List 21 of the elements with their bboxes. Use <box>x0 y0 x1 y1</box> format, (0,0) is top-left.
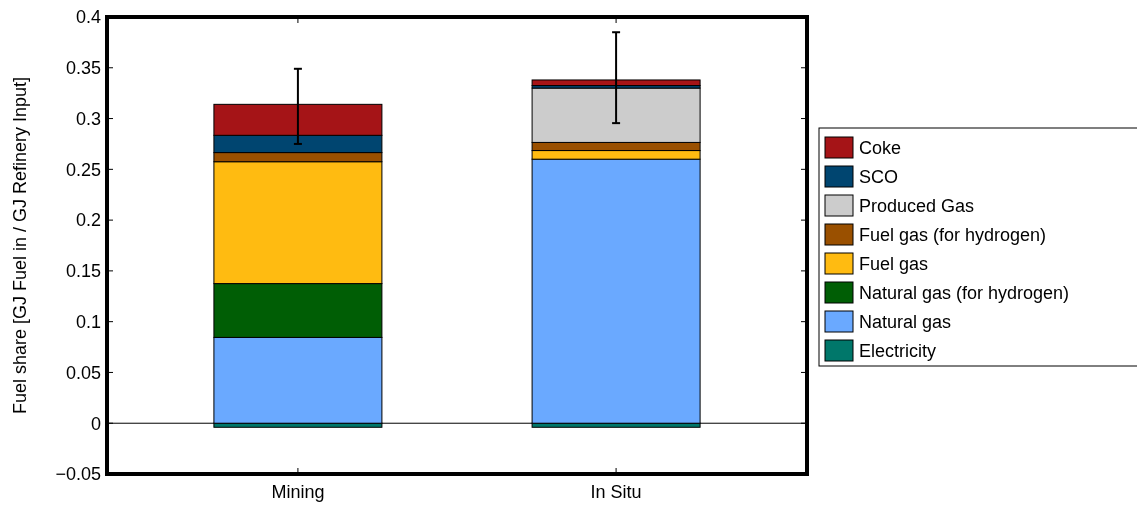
y-tick-label: 0.35 <box>65 58 101 79</box>
legend-label: Electricity <box>859 341 937 362</box>
y-tick-label: 0.15 <box>65 261 101 282</box>
x-tick-label: Mining <box>271 482 325 502</box>
y-tick-label: 0.05 <box>65 362 101 383</box>
legend-label: Produced Gas <box>859 196 975 217</box>
y-tick-label: 0.25 <box>65 159 101 180</box>
legend-label: Fuel gas <box>859 254 929 275</box>
y-tick-label: 0.1 <box>75 311 101 332</box>
y-tick-label: 0.4 <box>75 7 101 28</box>
y-tick-label: −0.05 <box>55 464 101 485</box>
y-tick-label: 0.2 <box>75 210 101 231</box>
y-axis-title: Fuel share [GJ Fuel in / GJ Refinery Input] <box>10 76 30 415</box>
legend-label: Natural gas <box>859 312 952 333</box>
y-tick-label: 0.3 <box>75 108 101 129</box>
legend-label: SCO <box>859 167 899 188</box>
legend-label: Fuel gas (for hydrogen) <box>859 225 1047 246</box>
legend-label: Coke <box>859 138 902 159</box>
y-tick-label: 0 <box>90 413 101 434</box>
legend-label: Natural gas (for hydrogen) <box>859 283 1070 304</box>
x-tick-label: In Situ <box>590 482 642 502</box>
